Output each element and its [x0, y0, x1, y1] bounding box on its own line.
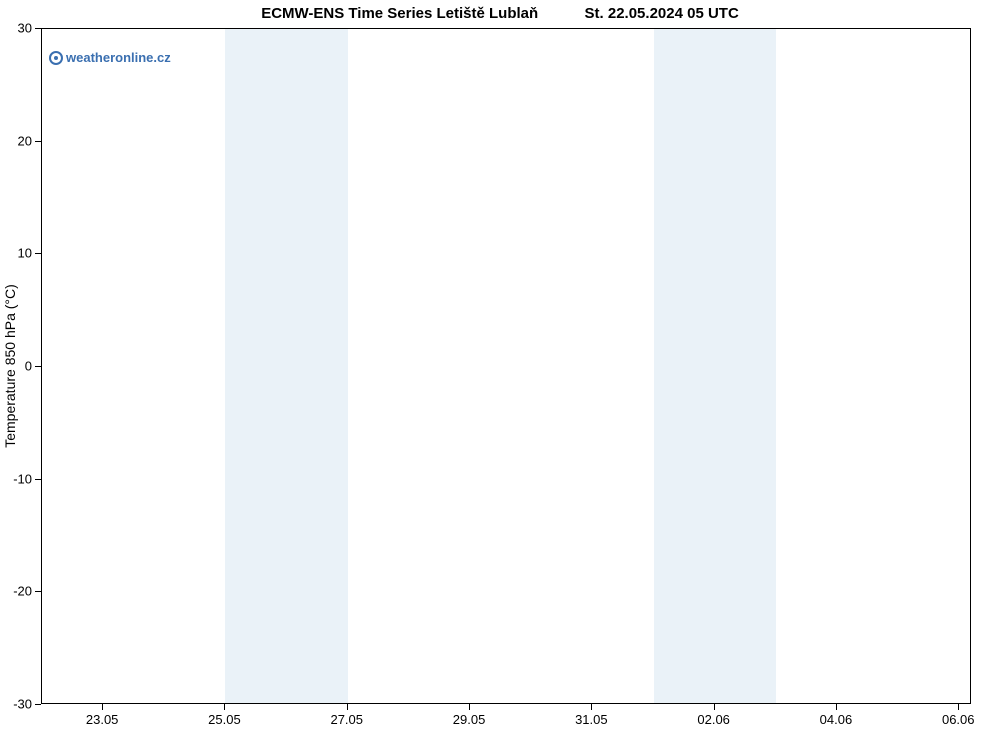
x-tick-label: 06.06: [942, 712, 975, 727]
y-axis-label: Temperature 850 hPa (°C): [2, 284, 18, 448]
x-tick: [714, 704, 715, 710]
x-tick-label: 27.05: [330, 712, 363, 727]
y-tick-label: 10: [18, 246, 32, 261]
y-tick: [35, 141, 41, 142]
x-tick: [224, 704, 225, 710]
x-tick: [469, 704, 470, 710]
y-tick: [35, 253, 41, 254]
chart-title-left: ECMW-ENS Time Series Letiště Lublaň: [261, 5, 538, 22]
weekend-band: [225, 29, 347, 703]
x-tick-label: 25.05: [208, 712, 241, 727]
y-tick: [35, 28, 41, 29]
chart-title: ECMW-ENS Time Series Letiště Lublaň St. …: [0, 5, 1000, 22]
y-tick-label: 0: [25, 359, 32, 374]
plot-area: [41, 28, 971, 704]
x-tick-label: 02.06: [697, 712, 730, 727]
watermark-text: weatheronline.cz: [66, 50, 171, 65]
y-tick-label: -30: [13, 697, 32, 712]
y-tick-label: -10: [13, 471, 32, 486]
y-tick: [35, 704, 41, 705]
x-tick: [102, 704, 103, 710]
weekend-band: [654, 29, 776, 703]
y-tick: [35, 366, 41, 367]
x-tick: [836, 704, 837, 710]
y-tick: [35, 591, 41, 592]
y-tick-label: 30: [18, 21, 32, 36]
globe-icon: [49, 51, 63, 65]
x-tick: [347, 704, 348, 710]
watermark: weatheronline.cz: [49, 50, 171, 65]
x-tick-label: 29.05: [453, 712, 486, 727]
y-tick-label: 20: [18, 133, 32, 148]
x-tick: [591, 704, 592, 710]
x-tick-label: 31.05: [575, 712, 608, 727]
x-tick: [958, 704, 959, 710]
y-tick-label: -20: [13, 584, 32, 599]
x-tick-label: 04.06: [820, 712, 853, 727]
y-tick: [35, 479, 41, 480]
chart-title-right: St. 22.05.2024 05 UTC: [585, 5, 739, 22]
x-tick-label: 23.05: [86, 712, 119, 727]
